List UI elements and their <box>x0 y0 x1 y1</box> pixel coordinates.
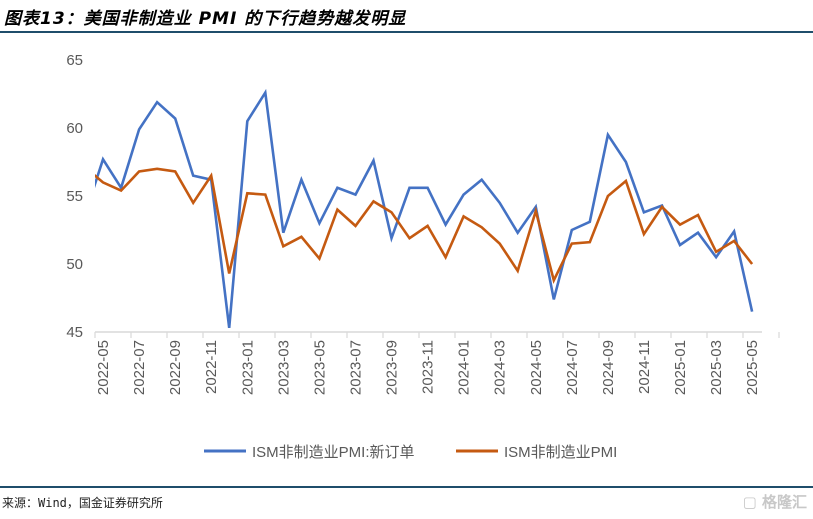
y-tick-label: 50 <box>66 256 83 273</box>
x-tick-label: 2024-01 <box>456 340 473 395</box>
series-lines <box>95 88 754 329</box>
legend: ISM非制造业PMI:新订单 ISM非制造业PMI <box>204 444 617 461</box>
x-tick-label: 2022-11 <box>203 340 220 394</box>
legend-label-pmi: ISM非制造业PMI <box>504 444 617 461</box>
x-tick-label: 2024-09 <box>600 340 617 395</box>
series-line-new-orders <box>95 88 754 329</box>
x-tick-label: 2025-01 <box>672 340 689 395</box>
x-tick-label: 2022-09 <box>167 340 184 395</box>
series-line-pmi <box>95 167 754 285</box>
watermark-logo: ▢ 格隆汇 <box>742 493 807 511</box>
y-tick-label: 60 <box>66 120 83 137</box>
x-tick-label: 2023-05 <box>311 340 328 395</box>
title-divider <box>0 31 813 33</box>
y-axis: 45 50 55 60 65 <box>66 52 83 341</box>
figure-title: 图表13：美国非制造业 PMI 的下行趋势越发明显 <box>4 9 407 29</box>
x-tick-label: 2022-05 <box>95 340 112 395</box>
x-tick-label: 2025-03 <box>708 340 725 395</box>
x-tick-label: 2023-01 <box>239 340 256 395</box>
x-tick-label: 2024-05 <box>528 340 545 395</box>
footer-divider <box>0 486 813 488</box>
y-tick-label: 55 <box>66 188 83 205</box>
x-tick-label: 2023-07 <box>347 340 364 395</box>
x-tick-label: 2022-07 <box>131 340 148 395</box>
x-axis: 2022-05 2022-07 2022-09 2022-11 2023-01 2023-… <box>94 331 780 395</box>
legend-label-new-orders: ISM非制造业PMI:新订单 <box>252 444 415 461</box>
y-tick-label: 65 <box>66 52 83 69</box>
x-tick-label: 2024-07 <box>564 340 581 395</box>
x-tick-label: 2023-03 <box>275 340 292 395</box>
y-tick-label: 45 <box>66 324 83 341</box>
x-tick-label: 2025-05 <box>744 340 761 395</box>
x-tick-label: 2024-03 <box>492 340 509 395</box>
source-note: 来源：Wind，国金证券研究所 <box>2 496 163 510</box>
x-tick-label: 2024-11 <box>636 340 653 394</box>
x-tick-label: 2023-11 <box>420 340 437 394</box>
x-tick-label: 2023-09 <box>384 340 401 395</box>
